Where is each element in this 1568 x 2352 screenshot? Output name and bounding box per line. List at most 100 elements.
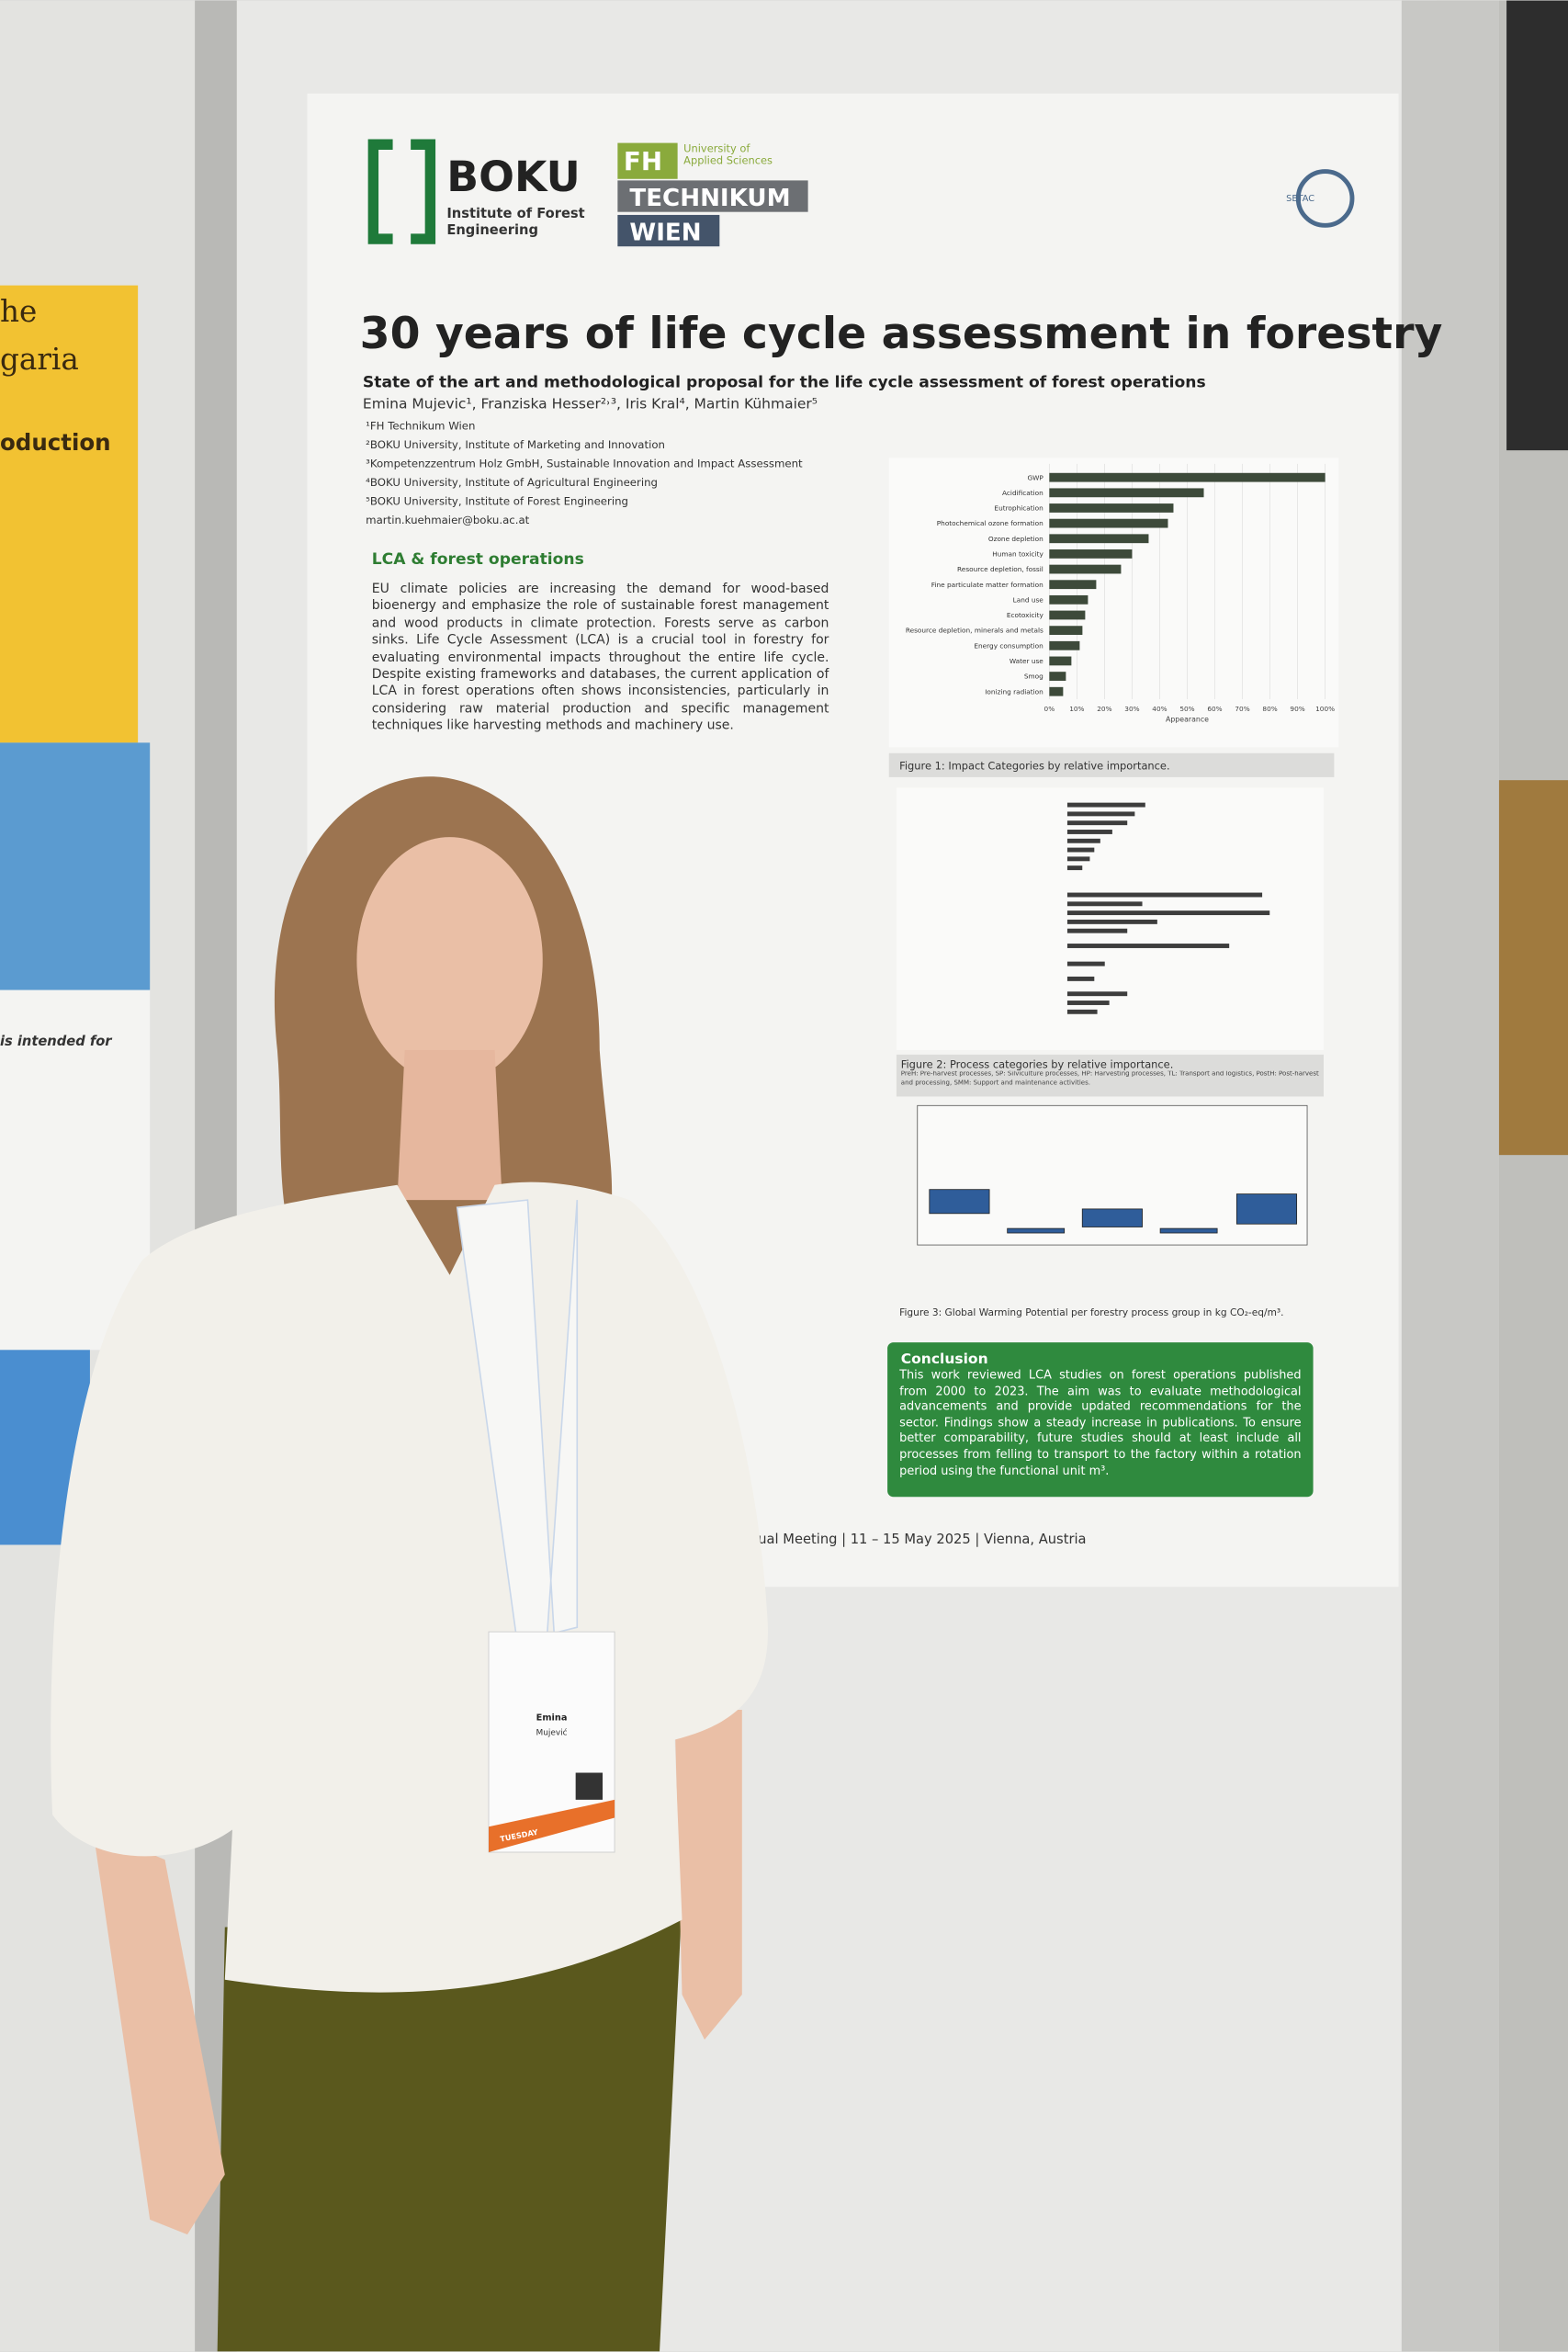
logo-text: SETAC (1286, 194, 1314, 204)
caption-bar (896, 1054, 1324, 1097)
y-tick-label: Acidification (1002, 489, 1043, 497)
conclusion-title: Conclusion (901, 1351, 988, 1367)
affiliation: ²BOKU University, Institute of Marketing… (366, 438, 665, 451)
affiliations: ¹FH Technikum Wien ²BOKU University, Inst… (366, 419, 803, 526)
section-heading: LCA & forest operations (372, 550, 584, 569)
y-tick-label: Resource depletion, minerals and metals (906, 627, 1043, 635)
bar (1049, 686, 1064, 696)
bar (1049, 472, 1325, 482)
wien-box (617, 214, 720, 247)
y-tick-label: Ozone depletion (988, 535, 1043, 543)
badge-name: Emina (536, 1713, 568, 1723)
y-tick-label: Land use (1013, 595, 1044, 604)
y-tick-label: Resource depletion, fossil (957, 565, 1043, 573)
y-tick-label: Water use (1010, 657, 1043, 665)
x-axis-label: Appearance (1166, 716, 1209, 724)
badge-name: Mujević (536, 1728, 567, 1738)
affiliation: martin.kuehmaier@boku.ac.at (366, 514, 529, 526)
y-tick-label: Eutrophication (994, 504, 1043, 513)
bar (1049, 549, 1133, 559)
conclusion-text-box: This work reviewed LCA studies on forest… (899, 1367, 1302, 1477)
logo-text: BOKU (446, 153, 580, 201)
affiliation: ³Kompetenzzentrum Holz GmbH, Sustainable… (366, 457, 803, 469)
left-poster-text: is intended for (0, 1034, 112, 1049)
neck (397, 1049, 502, 1201)
poster-authors: Emina Mujevic¹, Franziska Hesser²˒³, Iri… (363, 395, 818, 412)
y-tick-label: Ionizing radiation (985, 687, 1043, 695)
frame-right (1401, 0, 1499, 2352)
arm-left (93, 1829, 225, 2235)
face (356, 837, 543, 1083)
legend-box: PreH: Pre-harvest processes, SP: Silvicu… (900, 1070, 1319, 1087)
figure-caption: Figure 3: Global Warming Potential per f… (899, 1307, 1283, 1318)
bar (1049, 488, 1204, 498)
bar (1049, 656, 1072, 666)
logo-sub-text: Institute of Forest Engineering (446, 207, 585, 240)
y-tick-label: Ecotoxicity (1007, 611, 1044, 619)
x-tick-label: 40% (1152, 705, 1167, 713)
trousers (217, 1901, 682, 2352)
technikum-box (617, 180, 808, 212)
y-tick-label: Energy consumption (974, 641, 1043, 650)
bar (1049, 610, 1086, 620)
poster-title: 30 years of life cycle assessment in for… (360, 309, 1443, 359)
figure2-bars (1066, 802, 1270, 1014)
bar (1049, 672, 1066, 681)
left-poster-text: oduction (0, 429, 111, 456)
window-dark (1506, 0, 1568, 451)
bar (1049, 503, 1174, 513)
conclusion-text: This work reviewed LCA studies on forest… (899, 1367, 1302, 1477)
x-tick-label: 80% (1262, 705, 1277, 713)
y-tick-label: Photochemical ozone formation (937, 519, 1043, 527)
logo-text: FH (624, 146, 662, 176)
figure1-panel (888, 458, 1339, 748)
logo-text: TECHNIKUM (629, 185, 790, 212)
poster-subtitle: State of the art and methodological prop… (363, 374, 1206, 392)
affiliation: ⁴BOKU University, Institute of Agricultu… (366, 476, 658, 489)
y-tick-label: GWP (1027, 473, 1043, 481)
x-tick-label: 50% (1179, 705, 1194, 713)
conclusion-box (887, 1342, 1314, 1498)
x-tick-label: 30% (1124, 705, 1139, 713)
figure1: 0% 10% 20% 30% 40% 50% 60% 70% 80% 90% 100% Appeara… (906, 463, 1335, 724)
affiliation: ¹FH Technikum Wien (366, 419, 475, 432)
caption-bar (888, 752, 1335, 777)
figure2-legend: PreH: Pre-harvest processes, SP: Silvicu… (900, 1070, 1319, 1087)
affiliation: ⁵BOKU University, Institute of Forest En… (366, 495, 628, 508)
y-tick-label: Fine particulate matter formation (931, 581, 1043, 589)
paragraph: EU climate policies are increasing the d… (371, 582, 829, 734)
x-tick-label: 90% (1290, 705, 1304, 713)
figure2-panel (896, 787, 1324, 1050)
paragraph-box: EU climate policies are increasing the d… (371, 582, 829, 734)
left-poster-yellow (0, 285, 139, 743)
left-poster-text: he (0, 294, 37, 329)
left-poster-blue (0, 742, 151, 990)
x-tick-label: 0% (1044, 705, 1055, 713)
bar (1049, 594, 1089, 605)
y-tick-label: Smog (1024, 673, 1043, 681)
x-tick-label: 60% (1207, 705, 1222, 713)
badge-qr (575, 1772, 604, 1800)
figure3-boxes (929, 1189, 1298, 1234)
bar (1049, 518, 1168, 528)
x-tick-label: 20% (1097, 705, 1111, 713)
y-tick-label: Human toxicity (992, 550, 1043, 559)
arm-right (674, 1709, 742, 2040)
figure-caption: Figure 2: Process categories by relative… (901, 1058, 1174, 1071)
left-poster-text: garia (0, 342, 79, 377)
boku-mark (367, 139, 436, 244)
figure-caption: Figure 1: Impact Categories by relative … (899, 760, 1169, 773)
bar (1049, 626, 1083, 636)
logo-sub-text: University of Applied Sciences (683, 142, 773, 167)
setac-mark (1295, 169, 1355, 228)
logo-sub: Institute of Forest Engineering (446, 207, 585, 240)
poster-footer: nual Meeting | 11 – 15 May 2025 | Vienna… (750, 1532, 1087, 1547)
badge-stripe (489, 1799, 615, 1853)
x-tick-label: 70% (1235, 705, 1249, 713)
logo-text: WIEN (629, 220, 701, 247)
bar (1049, 534, 1149, 544)
x-tick-label: 100% (1315, 705, 1335, 713)
